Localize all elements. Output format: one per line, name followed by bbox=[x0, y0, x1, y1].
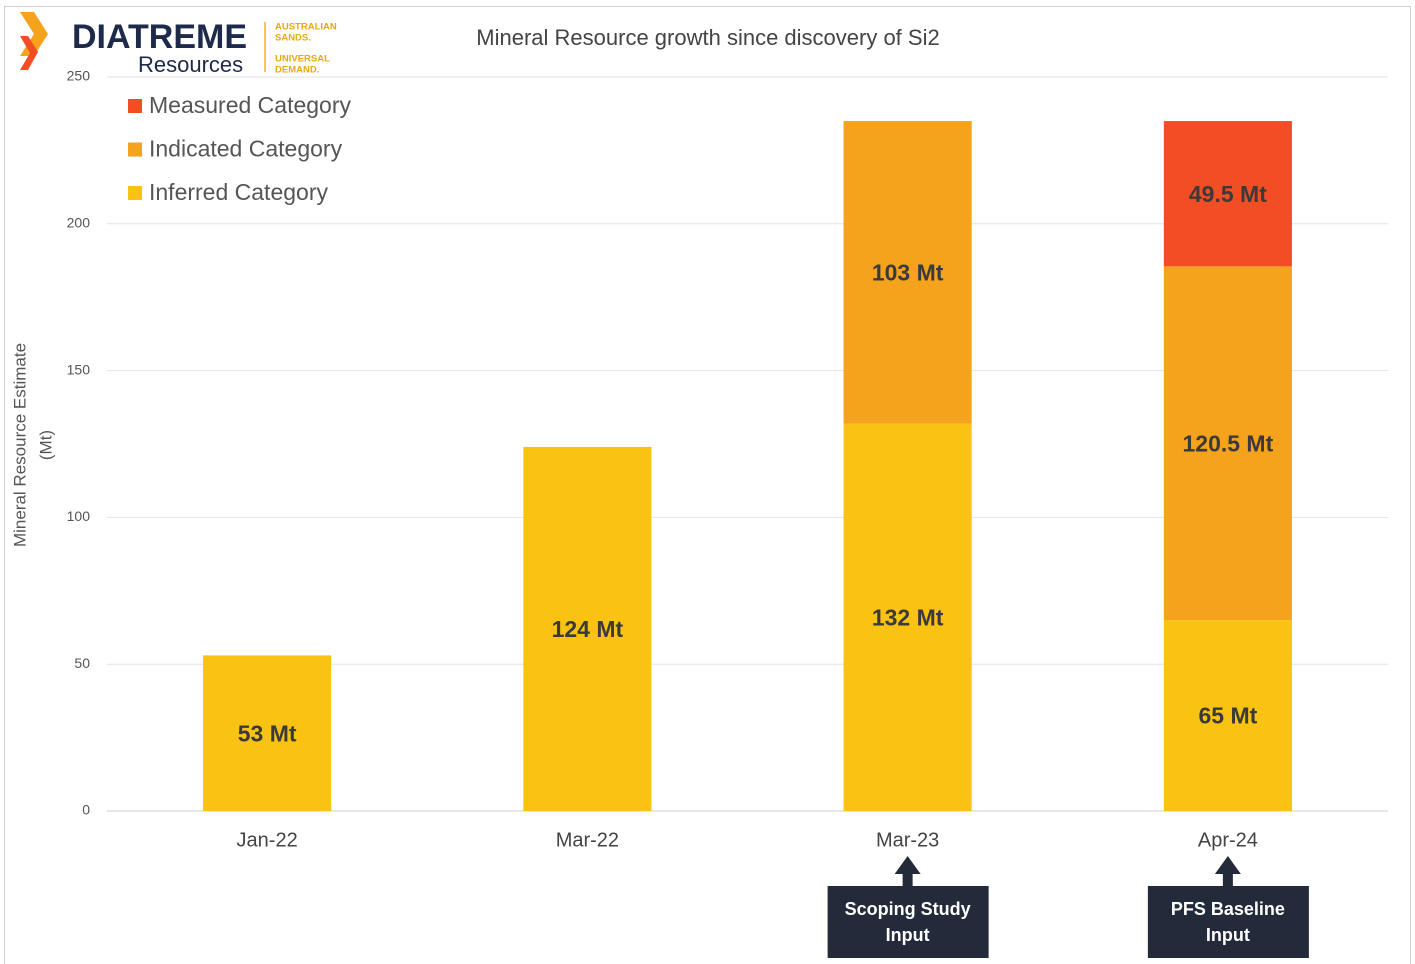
bar-segment bbox=[523, 446, 652, 811]
annotation-box bbox=[1147, 886, 1309, 958]
data-label: 53 Mt bbox=[238, 720, 297, 746]
logo-chevron bbox=[20, 36, 38, 70]
x-tick-label: Mar-22 bbox=[556, 829, 619, 851]
logo-tag: DEMAND. bbox=[275, 65, 319, 76]
y-axis-label: Mineral Resource Estimate bbox=[10, 343, 29, 547]
data-label: 49.5 Mt bbox=[1189, 181, 1267, 207]
legend-swatch bbox=[128, 142, 142, 157]
data-label: 132 Mt bbox=[872, 604, 944, 630]
logo-name: DIATREME bbox=[72, 18, 247, 56]
annotation-text: Scoping Study bbox=[845, 899, 971, 919]
y-tick-label: 0 bbox=[82, 802, 90, 818]
legend-label: Indicated Category bbox=[149, 136, 343, 162]
y-tick-label: 200 bbox=[67, 215, 91, 231]
y-tick-label: 150 bbox=[67, 361, 91, 377]
logo-tag: UNIVERSAL bbox=[275, 54, 330, 65]
y-tick-label: 100 bbox=[67, 508, 91, 524]
legend-label: Measured Category bbox=[149, 92, 351, 118]
data-label: 124 Mt bbox=[552, 616, 624, 642]
bar-segment bbox=[1163, 620, 1292, 811]
y-axis-title: Mineral Resource Estimate (Mt) bbox=[10, 343, 55, 547]
annotation-text: Input bbox=[886, 925, 930, 945]
annotation-text: Input bbox=[1206, 925, 1250, 945]
data-label: 103 Mt bbox=[872, 259, 944, 285]
annotation-arrow bbox=[1214, 856, 1241, 887]
legend-swatch bbox=[128, 99, 142, 113]
bar-segment bbox=[843, 121, 972, 424]
y-axis-label: (Mt) bbox=[36, 430, 55, 460]
logo-tag: SANDS. bbox=[275, 33, 311, 44]
y-tick-label: 50 bbox=[74, 655, 90, 671]
bar-segment bbox=[1163, 121, 1292, 267]
data-label: 120.5 Mt bbox=[1182, 430, 1273, 456]
data-label: 65 Mt bbox=[1198, 703, 1257, 729]
bar-segment bbox=[203, 655, 332, 811]
chart-title: Mineral Resource growth since discovery … bbox=[476, 25, 939, 50]
legend-swatch bbox=[128, 186, 142, 200]
logo-sub: Resources bbox=[138, 52, 243, 77]
x-tick-label: Apr-24 bbox=[1198, 829, 1258, 851]
bar-segment bbox=[843, 423, 972, 811]
frame bbox=[4, 6, 1411, 964]
legend-label: Inferred Category bbox=[149, 179, 328, 205]
logo-tag: AUSTRALIAN bbox=[275, 22, 337, 33]
bar-segment bbox=[1163, 266, 1292, 621]
annotation-text: PFS Baseline bbox=[1171, 899, 1285, 919]
annotation-box bbox=[827, 886, 989, 958]
x-tick-label: Jan-22 bbox=[237, 829, 298, 851]
x-tick-label: Mar-23 bbox=[876, 829, 939, 851]
y-tick-label: 250 bbox=[67, 68, 91, 84]
annotation-arrow bbox=[894, 856, 921, 887]
logo: DIATREME Resources AUSTRALIAN SANDS. UNI… bbox=[20, 12, 337, 77]
